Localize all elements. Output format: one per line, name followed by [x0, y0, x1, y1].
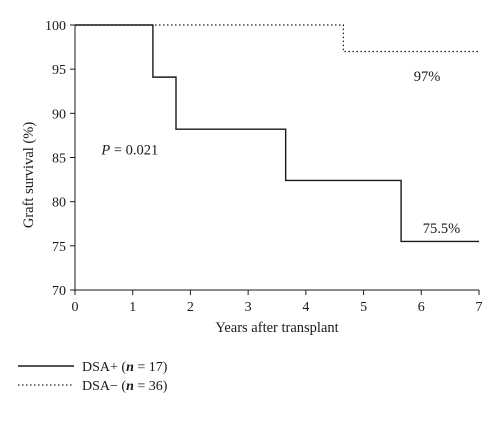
series-line-dsa-negative — [75, 24, 479, 53]
legend-label: DSA+ (n = 17) — [82, 360, 168, 375]
p-symbol: P — [100, 143, 110, 159]
y-tick-label: 95 — [52, 63, 66, 78]
y-tick-label: 90 — [52, 107, 66, 122]
y-tick-label: 85 — [52, 152, 66, 167]
y-tick-label: 80 — [52, 196, 66, 211]
x-tick-label: 4 — [302, 300, 309, 315]
end-value-label: 97% — [414, 69, 441, 85]
x-axis-title: Years after transplant — [215, 320, 338, 336]
x-tick-label: 1 — [129, 300, 136, 315]
x-tick-label: 3 — [245, 300, 252, 315]
x-tick-label: 0 — [72, 300, 79, 315]
y-axis-title: Graft survival (%) — [21, 122, 37, 228]
y-tick-label: 75 — [52, 240, 66, 255]
series-lines — [75, 24, 479, 243]
end-value-label: 75.5% — [423, 221, 460, 237]
y-tick-label: 70 — [52, 284, 66, 299]
p-value: = 0.021 — [110, 143, 158, 159]
x-tick-label: 5 — [360, 300, 367, 315]
x-tick-label: 6 — [418, 300, 425, 315]
legend: DSA+ (n = 17) DSA− (n = 36) — [18, 360, 168, 394]
legend-label: DSA− (n = 36) — [82, 379, 168, 394]
series-line-dsa-positive — [75, 24, 479, 243]
y-tick-label: 100 — [45, 19, 66, 34]
ticks: 70 75 80 85 90 95 100 0 1 2 3 4 5 6 7 — [45, 19, 483, 315]
annotations: 97% 75.5% P = 0.021 — [100, 69, 460, 237]
x-tick-label: 7 — [476, 300, 483, 315]
x-tick-label: 2 — [187, 300, 194, 315]
p-value-label: P = 0.021 — [100, 143, 158, 159]
